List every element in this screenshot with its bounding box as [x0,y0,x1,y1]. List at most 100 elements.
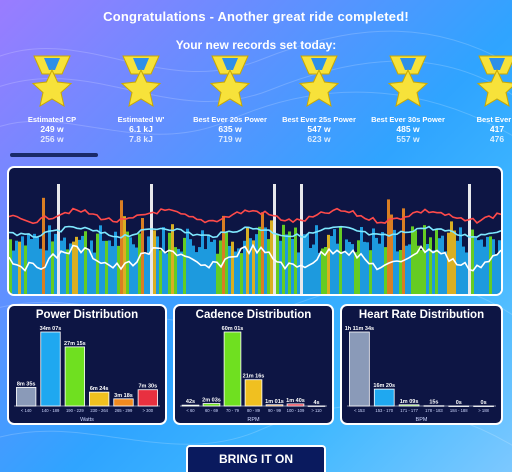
power-bar [312,244,315,294]
power-bar [135,247,138,294]
power-bar [246,227,249,294]
category-label: 178 - 183 [425,408,443,413]
power-bar [231,241,234,294]
page-title: Congratulations - Another great ride com… [103,9,409,24]
bar-value-label: 60m 01s [222,326,244,332]
heart-rate-line [9,207,501,225]
distribution-bar [307,405,326,407]
power-bar [471,229,474,294]
power-bar [36,237,39,294]
category-label: < 140 [21,408,32,413]
bar-value-label: 6m 24s [90,386,109,392]
power-bar [357,240,360,294]
power-bar [105,240,108,294]
power-bar [354,252,357,294]
power-bar [483,246,486,294]
medal-icon [457,54,512,112]
power-bar [267,239,270,294]
record-previous-value: 623 w [307,134,331,144]
power-bar [243,240,246,294]
power-bar [159,250,162,294]
power-bar [138,233,141,294]
distribution-bar [223,331,242,407]
medal-icon [368,54,448,112]
power-bar [234,251,237,294]
bar-value-label: 2m 03s [202,398,221,404]
power-bar [279,240,282,294]
record-label: Best Ever 30s Power [371,115,445,124]
bar-value-label: 1m 40s [286,398,305,404]
record-new-value: 417 [489,124,505,134]
power-bar [420,250,423,294]
bring-it-on-button[interactable]: BRING IT ON [186,445,326,472]
power-bar [387,199,390,294]
distribution-bar [202,403,221,407]
record-card: Estimated W' 6.1 kJ 7.8 kJ [101,54,181,144]
bar-value-label: 3m 18s [114,393,133,399]
record-label: Estimated CP [27,115,77,124]
power-bar [30,239,33,294]
power-bar [108,240,111,294]
power-bar [201,230,204,294]
distribution-bar [113,398,134,407]
power-bar [81,235,84,294]
power-bar [258,226,261,294]
power-bar [117,245,120,294]
power-bar [162,227,165,294]
category-label: 60 - 69 [205,408,219,413]
record-card: Best Ever 30s Power 485 w 557 w [368,54,448,144]
distribution-bar [286,403,305,407]
power-bar [225,232,228,294]
power-bar [444,251,447,294]
power-bar [102,240,105,294]
power-bar [273,184,276,294]
bar-value-label: 34m 07s [40,326,62,332]
power-bar [156,236,159,294]
power-bar [300,184,303,294]
records-subtitle: Your new records set today: [175,38,337,52]
category-label: 80 - 89 [247,408,261,413]
power-bar [294,227,297,294]
power-bar [144,253,147,294]
category-label: > 110 [311,408,322,413]
record-previous-value: 719 w [218,134,242,144]
category-label: 190 - 229 [66,408,84,413]
power-bar [330,236,333,294]
power-bar [381,232,384,294]
distribution-bar [89,391,110,407]
power-bar [459,227,462,294]
power-bar [375,237,378,294]
power-bar [252,240,255,294]
ride-graph [7,166,503,296]
power-bar [441,235,444,294]
power-bar [318,252,321,294]
bar-value-label: 8m 35s [17,381,36,387]
power-bar [423,225,426,294]
medal-icon [279,54,359,112]
power-distribution-chart: 8m 35s < 140 34m 07s 140 - 189 27m 15s 190 - … [14,326,160,423]
power-bar [249,238,252,294]
distribution-bar [137,389,158,407]
record-new-value: 6.1 kJ [129,124,153,134]
power-bar [198,247,201,294]
power-bar [42,197,45,294]
power-bar [303,234,306,294]
category-label: < 60 [186,408,195,413]
bar-value-label: 7m 30s [139,384,158,390]
power-bar [195,252,198,294]
power-bar [282,224,285,294]
cadence-distribution-title: Cadence Distribution [195,309,312,321]
record-card: Best Ever 4 417 476 [457,54,512,144]
power-bar [45,250,48,294]
power-bar [186,228,189,294]
power-bar [210,241,213,294]
power-bar [327,234,330,294]
power-bar [18,241,21,294]
bar-value-label: 1m 01s [265,399,284,405]
power-bar [255,234,258,294]
power-bar [432,250,435,294]
power-bar [333,229,336,294]
record-label: Best Ever 4 [476,115,512,124]
power-bar [372,228,375,294]
category-label: 265 - 299 [115,408,133,413]
